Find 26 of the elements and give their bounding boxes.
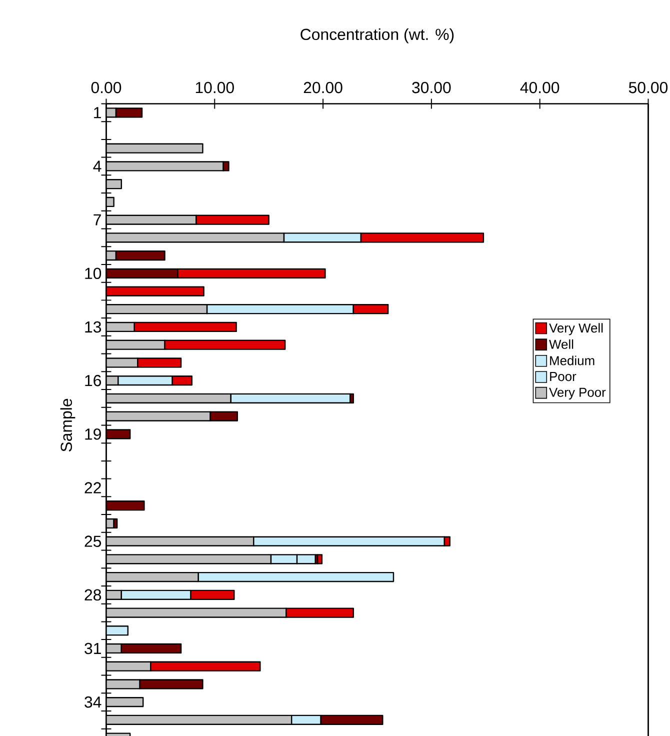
y-tick-label: 28 (84, 589, 102, 601)
y-tick-label: 31 (84, 642, 101, 654)
y-tick-label: 13 (85, 321, 102, 333)
x-tick-label: 50.00 (628, 82, 668, 94)
y-tick-label: 22 (84, 482, 101, 494)
legend-label: Medium (550, 356, 594, 366)
y-tick-label: 19 (85, 428, 101, 440)
legend-label: Poor (550, 372, 576, 382)
y-tick-label: 34 (84, 696, 102, 708)
x-tick-label: 40.00 (520, 82, 560, 94)
legend-label: Very Poor (549, 388, 606, 400)
y-axis-title: Sample (60, 398, 76, 452)
legend-label: Very Well (549, 323, 603, 336)
x-tick-label: 10.00 (196, 82, 234, 94)
x-tick-label: 20.00 (304, 82, 342, 94)
y-tick-label: 25 (84, 536, 102, 547)
legend-label: Well (549, 339, 574, 349)
x-tick-label: 0.00 (91, 82, 122, 94)
bar (317, 554, 323, 564)
x-axis-title: Concentration (wt. %) (300, 28, 454, 44)
y-tick-label: 1 (94, 107, 101, 118)
y-tick-label: 7 (94, 214, 101, 226)
y-tick-label: 10 (85, 268, 102, 280)
y-tick-label: 4 (93, 160, 102, 172)
y-tick-label: 16 (85, 374, 102, 386)
x-tick-label: 30.00 (412, 82, 451, 94)
